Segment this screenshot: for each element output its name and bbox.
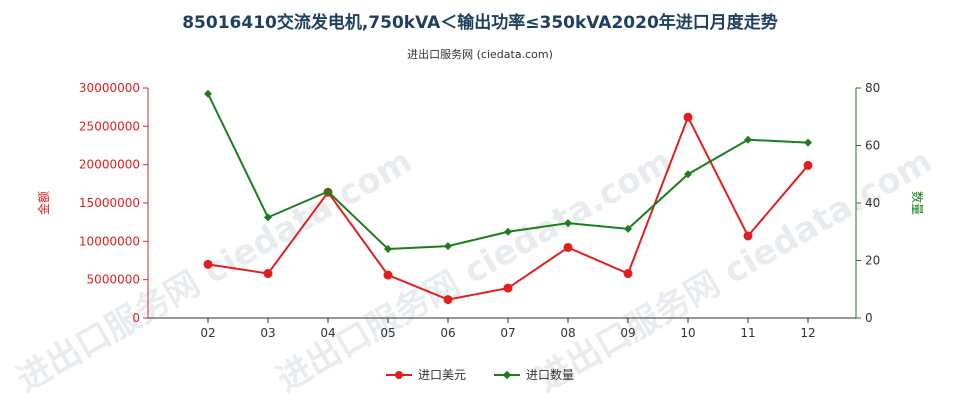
series-point-1: [564, 219, 572, 228]
series-point-1: [624, 224, 632, 233]
right-axis-title: 数量: [910, 191, 925, 215]
left-tick-label: 25000000: [79, 119, 140, 133]
watermark-text: 进出口服务网 ciedata.com: [10, 141, 419, 400]
series-point-0: [563, 242, 573, 252]
series-point-1: [264, 213, 272, 222]
x-tick-label: 12: [800, 326, 815, 340]
x-tick-label: 10: [680, 326, 695, 340]
left-tick-label: 0: [132, 311, 140, 325]
series-point-0: [503, 283, 513, 293]
series-point-1: [744, 135, 752, 144]
series-point-1: [684, 170, 692, 179]
right-tick-label: 0: [865, 311, 873, 325]
x-tick-label: 04: [320, 326, 335, 340]
legend-item-usd[interactable]: 进口美元: [385, 366, 466, 383]
legend-swatch-quantity: [494, 370, 520, 380]
series-point-1: [444, 242, 452, 251]
left-tick-label: 10000000: [79, 234, 140, 248]
series-point-1: [384, 245, 392, 253]
series-point-0: [743, 231, 753, 241]
chart-legend: 进口美元 进口数量: [0, 366, 960, 383]
series-point-1: [204, 89, 212, 98]
series-point-0: [623, 269, 633, 279]
right-tick-label: 20: [865, 254, 880, 268]
legend-item-quantity[interactable]: 进口数量: [494, 366, 574, 383]
series-point-0: [803, 160, 813, 170]
left-axis-title: 金额: [36, 191, 51, 215]
right-tick-label: 40: [865, 196, 880, 210]
series-point-1: [504, 227, 512, 236]
x-tick-label: 11: [740, 326, 755, 340]
left-tick-label: 30000000: [79, 81, 140, 95]
x-tick-label: 07: [500, 326, 515, 340]
series-point-0: [263, 269, 273, 279]
x-tick-label: 08: [560, 326, 575, 340]
chart-subtitle: 进出口服务网 (ciedata.com): [407, 48, 553, 61]
left-tick-label: 15000000: [79, 196, 140, 210]
chart-title: 85016410交流发电机,750kVA＜输出功率≤350kVA2020年进口月…: [182, 13, 778, 33]
series-point-0: [203, 259, 213, 269]
x-tick-label: 09: [620, 326, 635, 340]
series-point-1: [324, 187, 332, 196]
legend-swatch-usd: [385, 370, 412, 380]
x-tick-label: 05: [380, 326, 395, 340]
legend-label-quantity: 进口数量: [526, 368, 575, 382]
left-tick-label: 5000000: [87, 273, 140, 287]
series-point-0: [443, 295, 453, 305]
right-tick-label: 60: [865, 139, 880, 153]
x-tick-label: 03: [260, 326, 275, 340]
x-tick-label: 02: [200, 326, 215, 340]
x-tick-label: 06: [440, 326, 455, 340]
series-point-1: [804, 138, 812, 147]
left-tick-label: 20000000: [79, 158, 140, 172]
right-tick-label: 80: [865, 81, 880, 95]
legend-label-usd: 进口美元: [417, 368, 466, 382]
series-point-0: [383, 270, 393, 280]
series-point-0: [683, 112, 693, 122]
